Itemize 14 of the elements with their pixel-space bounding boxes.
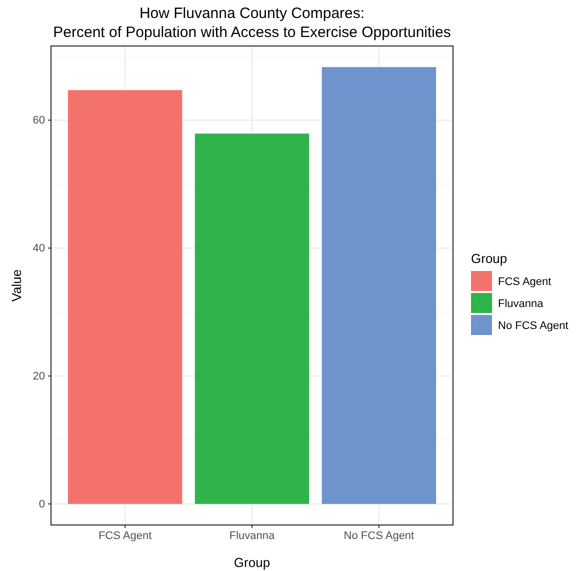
y-tick-label: 60: [32, 114, 45, 127]
y-tick-label: 0: [38, 498, 45, 510]
y-axis-title: Value: [9, 269, 24, 302]
x-axis-title: Group: [234, 555, 270, 570]
legend-title: Group: [471, 251, 508, 266]
x-tick-label: No FCS Agent: [344, 530, 414, 542]
legend-label: No FCS Agent: [498, 320, 568, 332]
x-tick-label: Fluvanna: [229, 530, 276, 542]
legend-label: Fluvanna: [498, 298, 544, 310]
x-tick-label: FCS Agent: [98, 530, 152, 542]
y-tick-label: 20: [32, 370, 45, 383]
legend-label: FCS Agent: [498, 276, 552, 288]
y-tick-label: 40: [32, 242, 45, 255]
chart-title: How Fluvanna County Compares: Percent of Population with Access to Exercise Opportunities: [53, 5, 451, 41]
